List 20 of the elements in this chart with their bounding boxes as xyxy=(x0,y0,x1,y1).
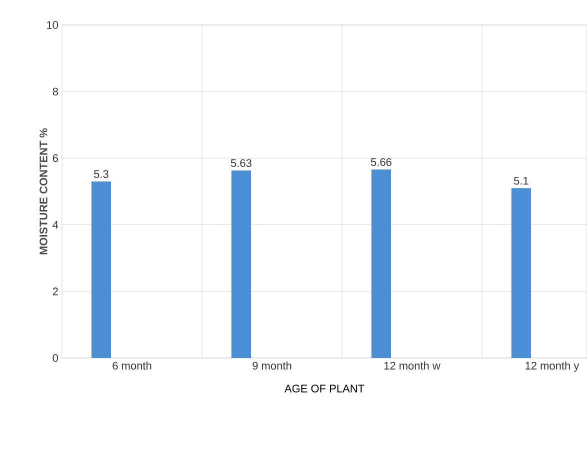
y-tick-label: 6 xyxy=(52,154,58,162)
y-tick-label: 8 xyxy=(52,88,58,96)
bar xyxy=(371,170,391,358)
data-label: 5.63 xyxy=(230,159,252,167)
x-tick-label: 12 month w xyxy=(384,362,440,370)
y-axis-title: MOISTURE CONTENT % xyxy=(40,128,48,254)
data-label: 5.66 xyxy=(370,158,392,166)
data-label: 5.1 xyxy=(514,176,528,185)
y-tick-label: 4 xyxy=(52,221,58,229)
x-axis-title: AGE OF PLANT xyxy=(284,384,364,392)
y-tick-label: 2 xyxy=(52,288,58,296)
x-tick-label: 9 month xyxy=(252,362,292,370)
x-tick-label: 6 month xyxy=(112,362,152,370)
y-tick-label: 0 xyxy=(52,354,58,362)
bar xyxy=(91,182,112,358)
bar xyxy=(511,188,531,358)
bar xyxy=(231,170,252,358)
x-tick-label: 12 month y xyxy=(526,362,580,372)
data-label: 5.3 xyxy=(94,170,108,178)
y-tick-label: 10 xyxy=(47,21,58,29)
